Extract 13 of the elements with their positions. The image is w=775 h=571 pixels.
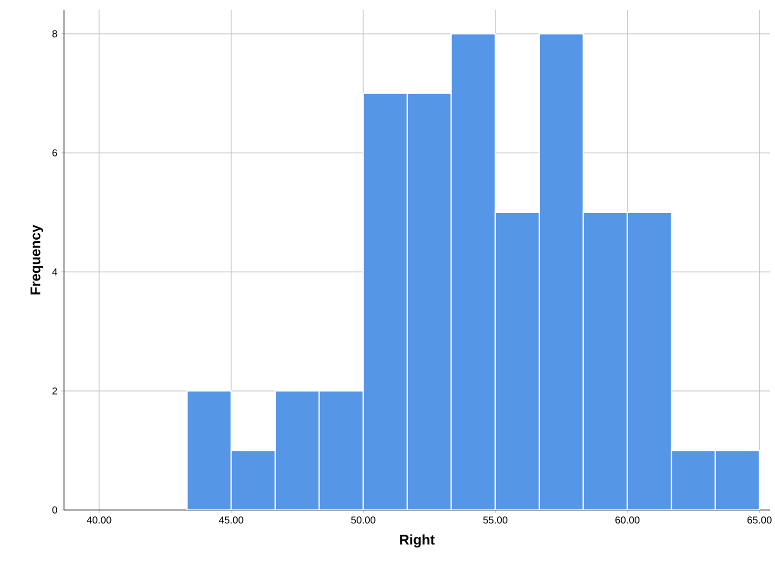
x-tick-label: 40.00 <box>86 516 112 524</box>
x-tick-label: 55.00 <box>483 516 508 524</box>
x-tick-label: 45.00 <box>218 516 244 524</box>
y-tick-label: 4 <box>52 268 58 276</box>
x-axis-title: Right <box>400 534 435 548</box>
y-tick-label: 0 <box>52 506 58 514</box>
x-tick-label: 65.00 <box>747 516 772 524</box>
x-tick-label: 50.00 <box>351 516 376 524</box>
y-tick-label: 6 <box>52 149 58 156</box>
y-axis-title: Frequency <box>30 224 44 294</box>
y-tick-label: 8 <box>52 30 58 38</box>
x-tick-label: 60.00 <box>615 516 640 524</box>
y-tick-label: 2 <box>52 387 57 394</box>
